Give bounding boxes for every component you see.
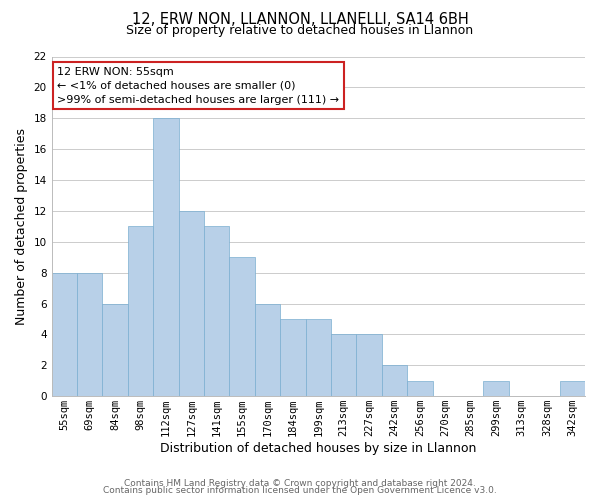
Bar (560, 380, 585, 396)
Bar (128, 226, 153, 396)
Bar (77, 272, 103, 396)
Y-axis label: Number of detached properties: Number of detached properties (15, 128, 28, 325)
X-axis label: Distribution of detached houses by size in Llannon: Distribution of detached houses by size … (160, 442, 476, 455)
Bar (407, 380, 433, 396)
Bar (255, 304, 280, 396)
Bar (179, 211, 204, 396)
Bar (153, 118, 179, 396)
Bar (103, 304, 128, 396)
Bar (52, 272, 77, 396)
Text: 12, ERW NON, LLANNON, LLANELLI, SA14 6BH: 12, ERW NON, LLANNON, LLANELLI, SA14 6BH (131, 12, 469, 28)
Bar (331, 334, 356, 396)
Text: Contains HM Land Registry data © Crown copyright and database right 2024.: Contains HM Land Registry data © Crown c… (124, 478, 476, 488)
Bar (229, 257, 255, 396)
Bar (484, 380, 509, 396)
Bar (204, 226, 229, 396)
Bar (356, 334, 382, 396)
Bar (305, 319, 331, 396)
Bar (280, 319, 305, 396)
Text: 12 ERW NON: 55sqm
← <1% of detached houses are smaller (0)
>99% of semi-detached: 12 ERW NON: 55sqm ← <1% of detached hous… (57, 66, 339, 104)
Text: Size of property relative to detached houses in Llannon: Size of property relative to detached ho… (127, 24, 473, 37)
Bar (382, 366, 407, 396)
Text: Contains public sector information licensed under the Open Government Licence v3: Contains public sector information licen… (103, 486, 497, 495)
